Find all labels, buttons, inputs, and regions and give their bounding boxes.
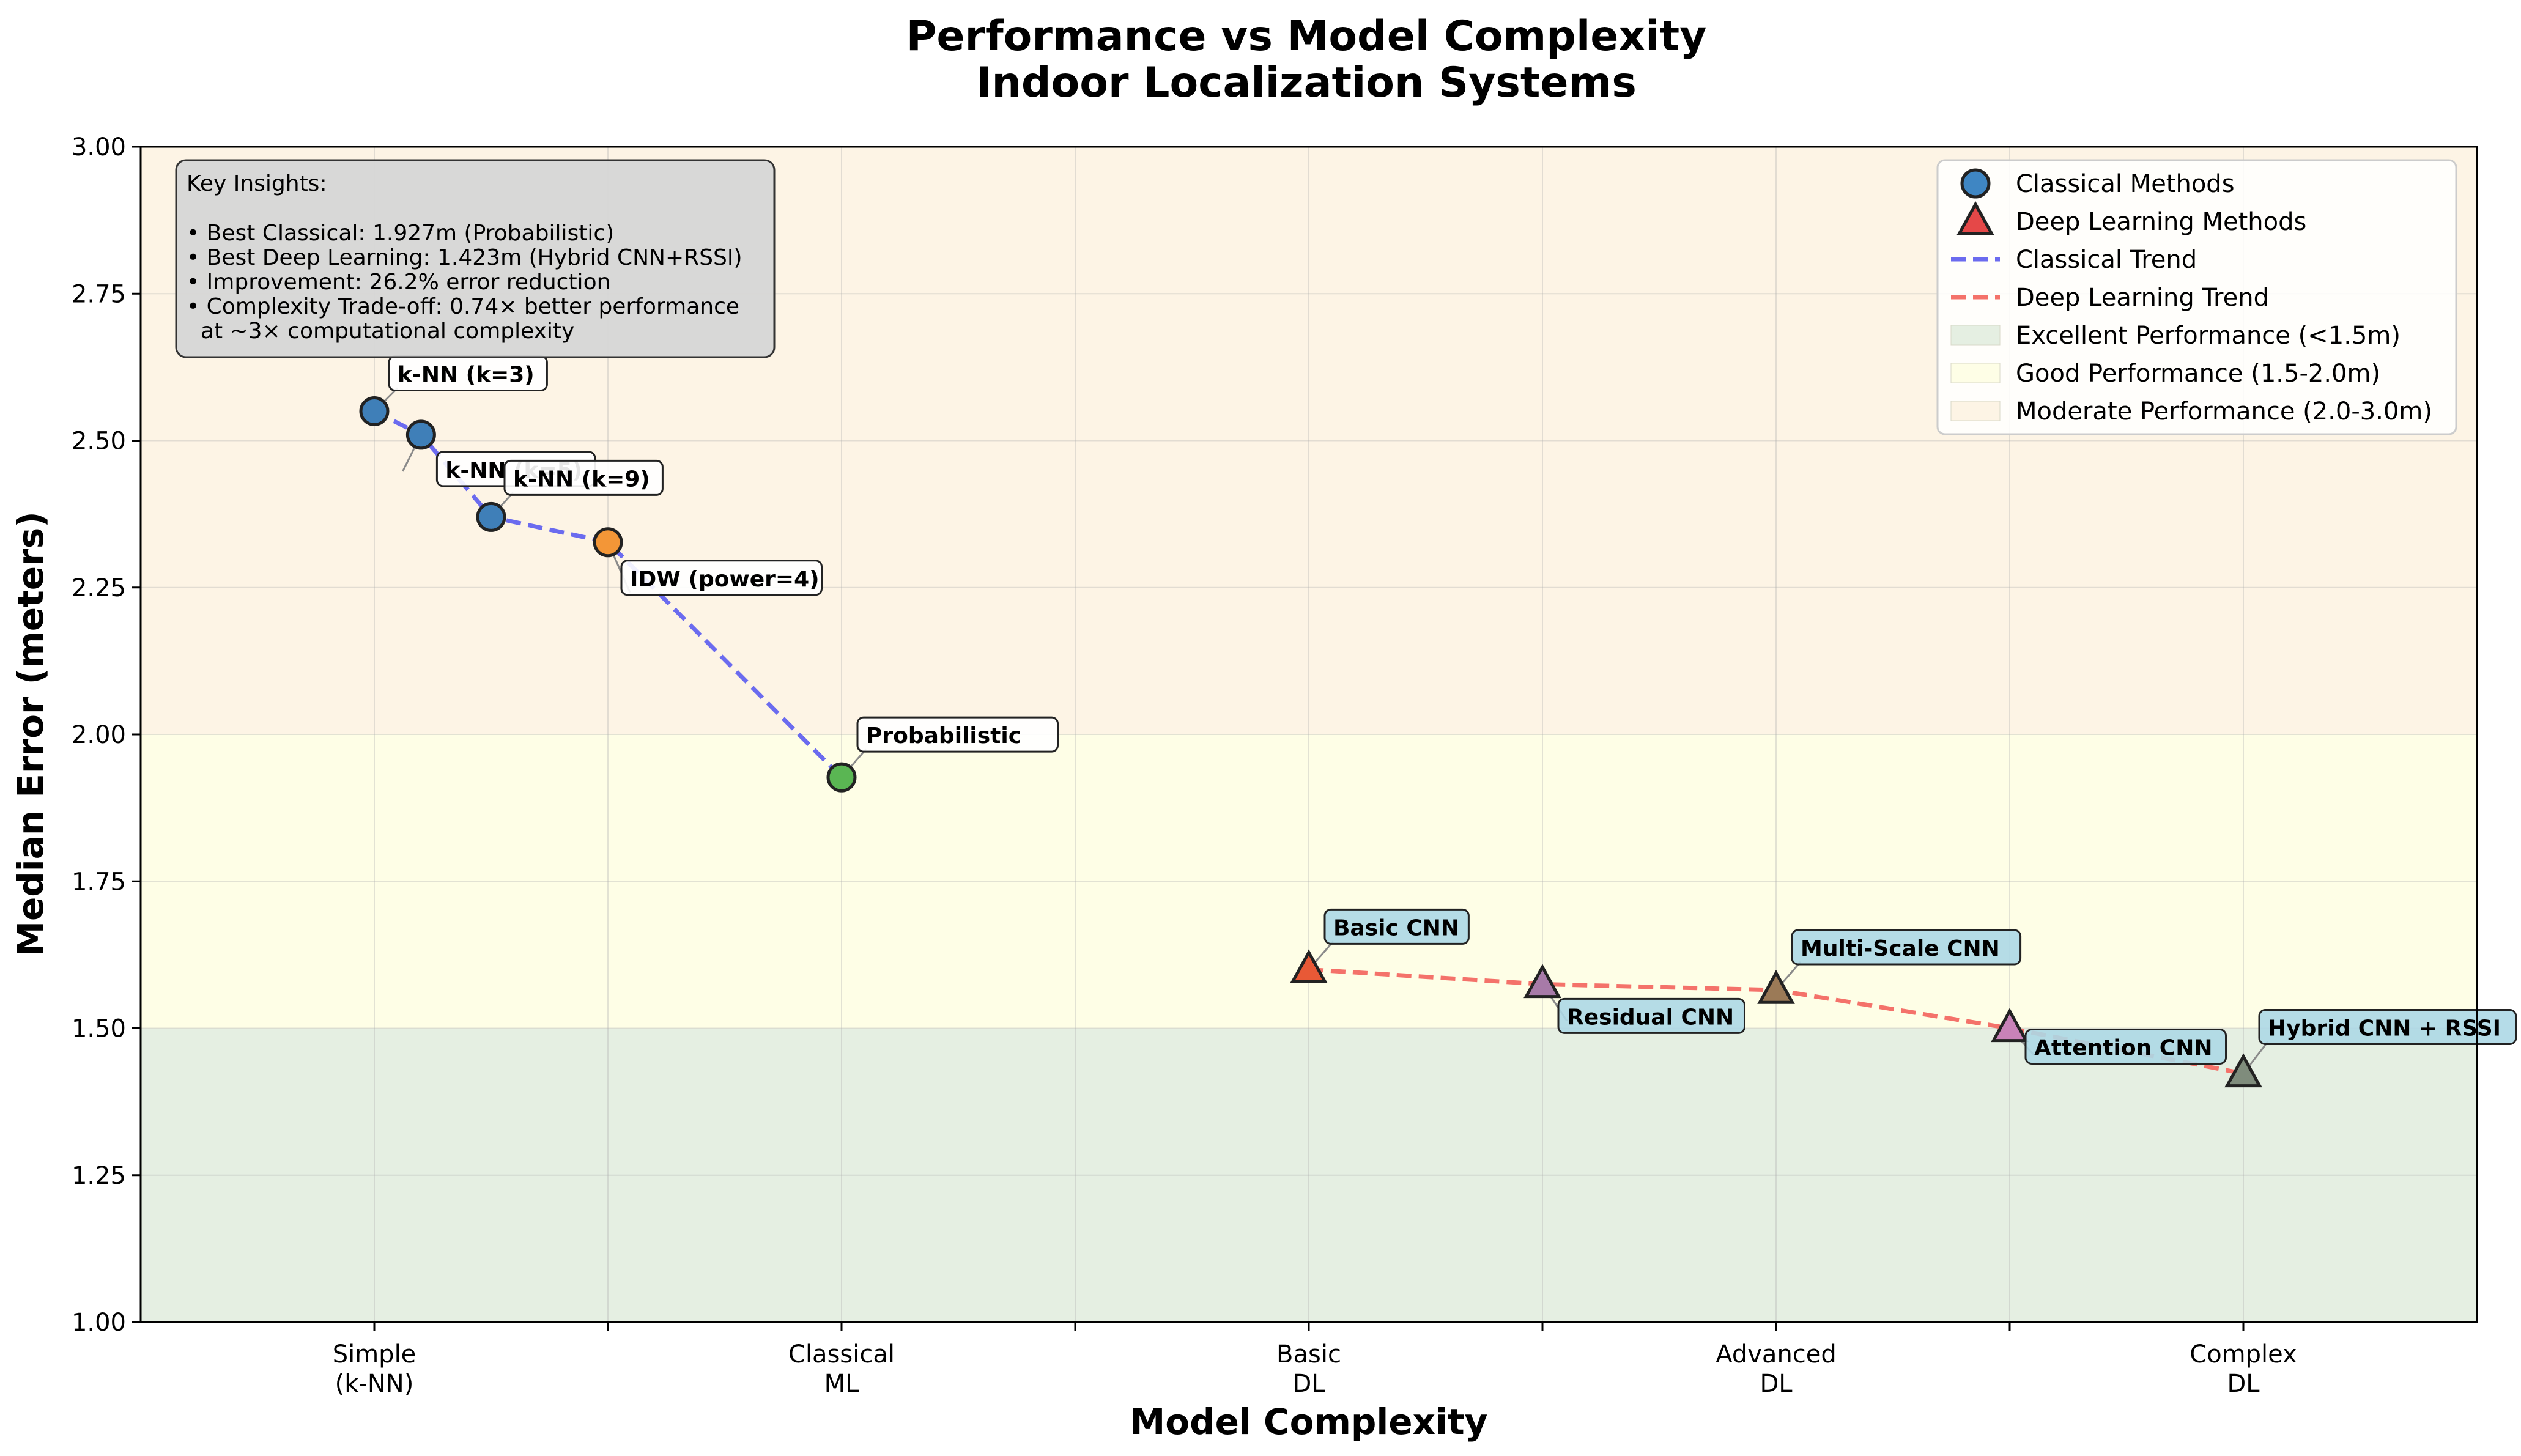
insights-box-background: [175, 159, 776, 358]
axis-ticks: 1.00 1.25 1.50 1.75 2.00 2.25 2.50 2.75 3.00 Simp…: [72, 133, 2297, 1398]
label-box-idw-power-4: [620, 560, 823, 596]
y-tick-label: 2.00: [72, 721, 126, 749]
label-box-multi-scale-cnn: [1791, 929, 2022, 966]
point-k-nn-k-9: [476, 501, 506, 532]
legend-label-classical-trend: Classical Trend: [2016, 246, 2197, 274]
label-box-basic-cnn: [1323, 908, 1470, 945]
x-tick-label: Simple: [333, 1340, 416, 1369]
legend: Classical Methods Deep Learning Methods …: [1936, 159, 2457, 435]
label-residual-cnn: Residual CNN: [1567, 1005, 1734, 1030]
point-k-nn-k-5: [405, 419, 436, 450]
label-k-nn-k-3: k-NN (k=3): [398, 362, 535, 387]
legend-swatch-deep-learning-methods: [1956, 201, 1994, 235]
insights-line: • Improvement: 26.2% error reduction: [187, 270, 610, 295]
x-tick-label: Basic: [1276, 1340, 1341, 1369]
label-idw-power-4: IDW (power=4): [630, 567, 820, 592]
legend-label-deep-learning-trend: Deep Learning Trend: [2016, 284, 2269, 312]
point-k-nn-k-3: [359, 396, 390, 426]
point-multi-scale-cnn: [1757, 969, 1795, 1004]
legend-swatch-classical-methods: [1960, 168, 1991, 199]
y-tick-label: 1.75: [72, 868, 126, 896]
point-basic-cnn: [1290, 949, 1328, 984]
insights-line: • Complexity Trade-off: 0.74× better per…: [187, 294, 739, 319]
insights-line: • Best Classical: 1.927m (Probabilistic): [187, 221, 614, 246]
x-tick-label: ML: [824, 1370, 860, 1398]
label-multi-scale-cnn: Multi-Scale CNN: [1801, 936, 2000, 961]
legend-label-excellent-band: Excellent Performance (<1.5m): [2016, 322, 2401, 350]
legend-label-classical-methods: Classical Methods: [2016, 170, 2235, 198]
y-tick-label: 2.25: [72, 574, 126, 602]
y-tick-label: 1.00: [72, 1309, 126, 1337]
legend-label-moderate-band: Moderate Performance (2.0-3.0m): [2016, 397, 2432, 426]
point-idw-power-4: [593, 527, 623, 558]
insights-title: Key Insights:: [187, 171, 327, 196]
x-tick-label: (k-NN): [335, 1370, 414, 1398]
label-basic-cnn: Basic CNN: [1333, 915, 1459, 940]
label-attention-cnn: Attention CNN: [2034, 1036, 2212, 1061]
label-probabilistic: Probabilistic: [866, 723, 1021, 748]
label-box-residual-cnn: [1557, 997, 1745, 1034]
legend-swatch-good-performance-1-5-2-0m: [1950, 363, 2001, 383]
y-tick-label: 1.50: [72, 1015, 126, 1043]
x-tick-label: DL: [1760, 1370, 1793, 1398]
x-tick-label: DL: [2227, 1370, 2260, 1398]
point-probabilistic: [826, 762, 857, 793]
point-labels: k-NN (k=3)k-NN (k=5)k-NN (k=9)IDW (power…: [388, 355, 2517, 1065]
chart-title: Performance vs Model Complexity: [906, 12, 1707, 61]
y-tick-label: 3.00: [72, 133, 126, 161]
point-hybrid-cnn-rssi: [2224, 1053, 2262, 1088]
band-excellent-performance-1-5m: [141, 1028, 2477, 1322]
label-hybrid-cnn-rssi: Hybrid CNN + RSSI: [2268, 1016, 2501, 1041]
chart-subtitle: Indoor Localization Systems: [976, 59, 1637, 107]
point-attention-cnn: [1991, 1008, 2029, 1043]
x-tick-label: Classical: [788, 1340, 895, 1369]
legend-swatches: [1950, 168, 2001, 421]
label-box-attention-cnn: [2024, 1029, 2227, 1065]
label-box-hybrid-cnn-rssi: [2258, 1008, 2517, 1045]
y-tick-label: 2.75: [72, 280, 126, 308]
label-box-probabilistic: [856, 716, 1059, 753]
label-box-k-nn-k-9: [503, 459, 664, 496]
legend-frame: [1936, 159, 2457, 435]
insights-line: • Best Deep Learning: 1.423m (Hybrid CNN…: [187, 245, 742, 270]
x-tick-label: Complex: [2190, 1340, 2297, 1369]
insights-line: at ~3× computational complexity: [187, 319, 574, 344]
x-tick-label: Advanced: [1716, 1340, 1837, 1369]
point-residual-cnn: [1523, 964, 1561, 999]
label-k-nn-k-9: k-NN (k=9): [513, 467, 650, 492]
legend-swatch-excellent-performance-1-5m: [1950, 325, 2001, 346]
y-axis-label: Median Error (meters): [10, 511, 51, 956]
insights-box: Key Insights: • Best Classical: 1.927m (…: [175, 159, 776, 358]
legend-label-good-band: Good Performance (1.5-2.0m): [2016, 360, 2380, 388]
x-axis-label: Model Complexity: [1130, 1401, 1488, 1443]
legend-label-deep-learning-methods: Deep Learning Methods: [2016, 208, 2306, 236]
y-tick-label: 1.25: [72, 1162, 126, 1190]
legend-swatch-moderate-performance-2-0-3-0m: [1950, 401, 2001, 421]
data-points: [359, 396, 2262, 1088]
x-tick-label: DL: [1292, 1370, 1325, 1398]
y-tick-label: 2.50: [72, 427, 126, 456]
